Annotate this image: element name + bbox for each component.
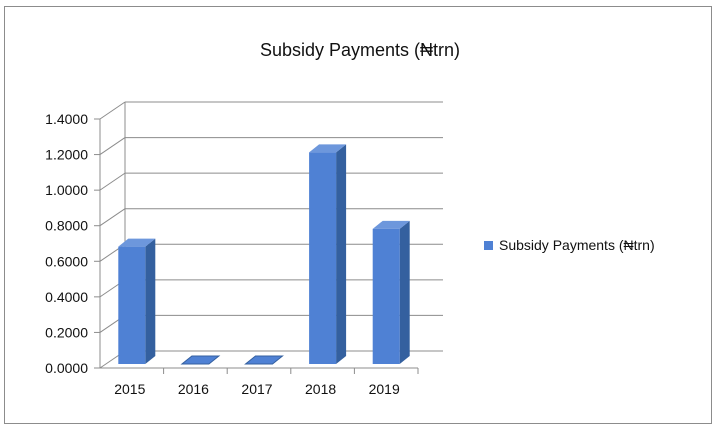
gridline-diagonal <box>99 172 126 191</box>
y-tick-label: 1.4000 <box>45 111 88 127</box>
gridline-diagonal <box>99 208 126 227</box>
y-tick-label: 1.2000 <box>45 147 88 163</box>
x-tick-label: 2019 <box>369 381 400 397</box>
y-tick-label: 1.0000 <box>45 182 88 198</box>
y-tick-label: 0.2000 <box>45 324 88 340</box>
bar-top <box>244 355 284 365</box>
x-tick-label: 2018 <box>305 381 336 397</box>
bar-top <box>118 238 156 247</box>
y-tick-label: 0.6000 <box>45 253 88 269</box>
bar-side <box>399 220 410 364</box>
x-tick-label: 2016 <box>178 381 209 397</box>
y-tick-label: 0.0000 <box>45 360 88 376</box>
x-tick-label: 2017 <box>241 381 272 397</box>
gridline-diagonal <box>99 101 126 120</box>
bar-top <box>372 220 410 229</box>
legend-swatch <box>484 240 493 250</box>
legend-label: Subsidy Payments (₦trn) <box>499 237 655 253</box>
bar-top <box>309 144 347 153</box>
bar-side <box>145 238 156 364</box>
chart-title: Subsidy Payments (₦trn) <box>259 40 461 60</box>
bar <box>309 152 337 364</box>
x-tick-label: 2015 <box>114 381 145 397</box>
legend: Subsidy Payments (₦trn) <box>484 237 655 253</box>
y-tick-label: 0.8000 <box>45 218 88 234</box>
bar-side <box>336 144 347 364</box>
y-tick-label: 0.4000 <box>45 289 88 305</box>
bar <box>118 246 146 364</box>
gridline-diagonal <box>99 137 126 155</box>
bar <box>372 228 400 364</box>
bar-top <box>180 355 221 365</box>
